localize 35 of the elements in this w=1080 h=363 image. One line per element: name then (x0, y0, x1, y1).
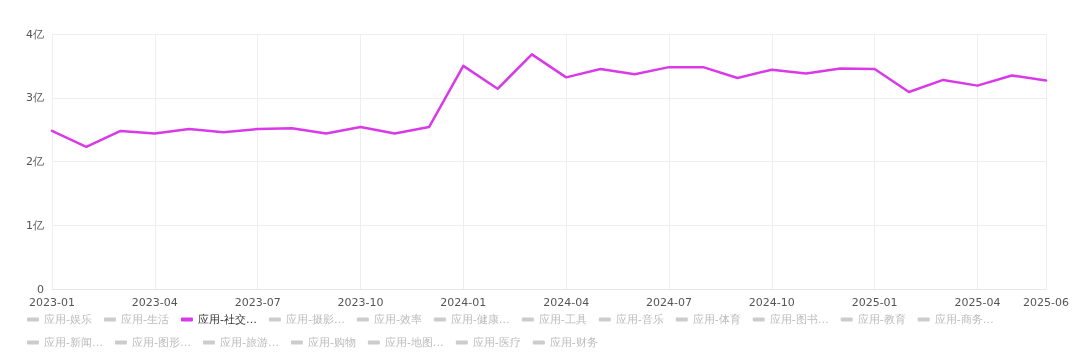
x-tick-label: 2023-07 (234, 296, 281, 309)
legend-label: 应用-健康… (450, 313, 510, 326)
x-tick-label: 2025-01 (851, 296, 898, 309)
y-tick-label: 3亿 (26, 91, 44, 105)
legend-label: 应用-社交… (197, 313, 257, 326)
legend-label: 应用-图形… (131, 336, 191, 349)
x-tick-label: 2024-04 (543, 296, 590, 309)
legend-label: 应用-生活 (120, 313, 169, 326)
y-tick-label: 4亿 (26, 27, 44, 41)
legend-label: 应用-图书… (769, 313, 829, 326)
x-tick-label: 2024-01 (440, 296, 487, 309)
legend-label: 应用-新闻… (44, 336, 103, 349)
legend-label: 应用-财务 (549, 336, 598, 349)
x-tick-label: 2023-10 (337, 296, 384, 309)
x-tick-label: 2023-01 (29, 296, 75, 309)
legend-label: 应用-地图… (384, 336, 444, 349)
legend-label: 应用-效率 (373, 313, 422, 326)
y-tick-label: 2亿 (26, 155, 44, 168)
x-tick-label: 2025-04 (954, 296, 1001, 309)
legend-label: 应用-医疗 (472, 336, 521, 349)
legend-label: 应用-商务… (934, 313, 994, 326)
legend-label: 应用-音乐 (615, 313, 664, 326)
legend-label: 应用-教育 (857, 313, 906, 326)
y-tick-label: 1亿 (26, 218, 44, 232)
x-tick-label: 2024-07 (645, 296, 692, 309)
x-tick-label: 2023-04 (131, 296, 178, 309)
x-tick-label: 2024-10 (748, 296, 795, 309)
legend-label: 应用-购物 (307, 336, 356, 349)
legend-label: 应用-体育 (692, 313, 741, 326)
line-series (50, 53, 1048, 149)
y-tick-label: 0 (37, 282, 44, 296)
legend-label: 应用-旅游… (219, 336, 279, 349)
x-tick-label: 2025-06 (1023, 296, 1069, 309)
legend-label: 应用-娱乐 (44, 313, 92, 326)
legend-label: 应用-摄影… (285, 313, 345, 326)
